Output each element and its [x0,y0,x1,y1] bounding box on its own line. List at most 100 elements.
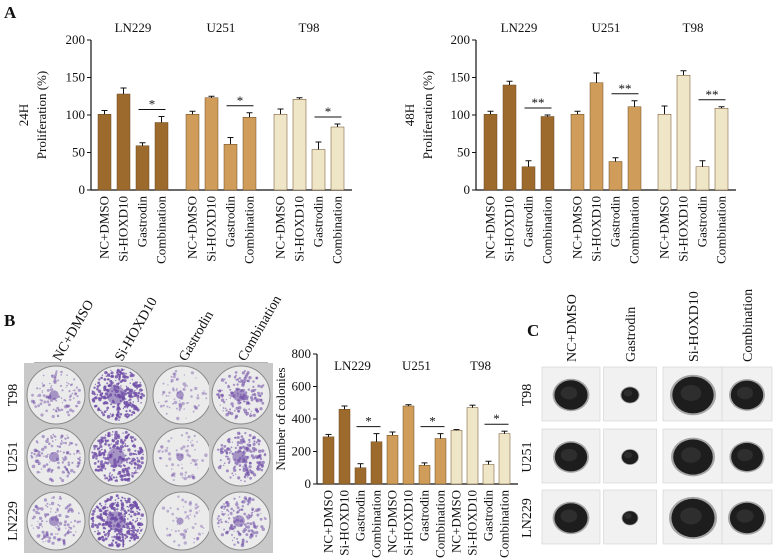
colony-dot [118,376,121,379]
colony-dot [240,543,245,548]
colony-dot [97,460,100,463]
colony-dot [255,530,259,535]
colony-dot [65,386,67,388]
colony-dot [120,499,122,502]
colony-dot [172,389,175,392]
colony-dot [219,459,222,462]
colony-dot [110,403,113,406]
colony-dot [172,519,175,522]
group-label-t98: T98 [683,20,704,35]
colony-cluster [232,450,246,464]
panel-label-a: A [4,3,17,22]
colony-dot [159,449,161,452]
colony-dot [164,400,167,403]
colony-dot [232,474,234,477]
colony-dot [186,515,190,518]
colony-dot [102,456,105,459]
colony-dot [103,410,107,414]
colony-dot [230,507,233,511]
colony-dot [242,468,247,473]
colony-dot [194,506,198,510]
colony-dot [123,473,127,477]
colony-dot [250,412,252,415]
colony-dot [116,533,119,536]
colony-dot [131,522,134,524]
colony-dot [223,528,226,531]
colony-dot [98,453,102,457]
colony-dot [197,532,201,536]
colony-dot [118,406,121,409]
colony-dot [193,514,196,517]
colony-dot [249,414,252,418]
colony-dot [218,526,220,528]
colony-dot [246,455,250,459]
colony-dot [107,479,110,482]
colony-dot [38,516,43,520]
colony-dot [184,517,187,519]
bar-t98-1 [676,75,691,191]
colony-dot [124,499,126,502]
colony-dot [197,505,200,508]
colony-dot [101,395,104,399]
colony-dot [104,388,107,390]
y-axis-title: Number of colonies [273,367,288,470]
colony-dot [69,408,73,412]
colony-dot [225,413,229,417]
colony-dot [110,371,114,375]
colony-dot [125,500,129,504]
colony-dot [45,455,49,458]
colony-dot [94,530,96,533]
colony-dot [126,478,129,481]
colony-dot [227,384,229,387]
colony-dot [179,472,184,476]
colony-dot [256,513,260,517]
colony-dot [55,410,58,413]
colony-dot [133,538,136,541]
colony-dot [172,479,175,481]
colony-dot [258,449,262,453]
colony-dish [86,363,150,427]
colony-dot [107,535,109,538]
colony-dot [252,521,255,524]
colony-dot [57,503,60,506]
sphere-core [560,448,578,462]
colony-dot [234,446,237,450]
colony-dot [129,504,131,506]
colony-dot [247,476,249,478]
colony-dot [137,397,139,400]
colony-cluster [107,448,125,466]
colony-dot [101,411,104,414]
colony-dot [104,500,107,503]
colony-dot [51,541,55,545]
colony-dot [114,405,116,407]
colony-dot [229,476,232,479]
colony-dot [252,389,256,392]
colony-dot [97,389,102,393]
y-axis-title: Proliferation (%) [420,71,435,159]
colony-dot [110,504,113,507]
colony-dot [257,525,259,527]
colony-dot [187,475,190,477]
colony-dot [43,513,48,517]
colony-dot [243,512,247,516]
colony-dot [62,457,66,462]
y-tick-label: 200 [451,32,471,47]
colony-cluster [233,515,245,527]
colony-dot [249,462,252,465]
colony-dot [138,467,141,470]
colony-dot [248,376,252,380]
sphere-cell [541,489,601,545]
colony-dot [37,404,40,408]
colony-dot [247,402,250,405]
colony-dot [98,378,101,381]
group-label-u251: U251 [402,358,431,373]
colony-dot [47,539,51,543]
colony-column-label: NC+DMSO [50,298,97,364]
colony-dot [255,376,259,380]
colony-dot [136,387,138,390]
colony-dot [221,389,223,392]
colony-dot [71,409,75,413]
x-tick-label: Si-HOXD10 [401,490,416,556]
colony-dot [134,392,137,394]
